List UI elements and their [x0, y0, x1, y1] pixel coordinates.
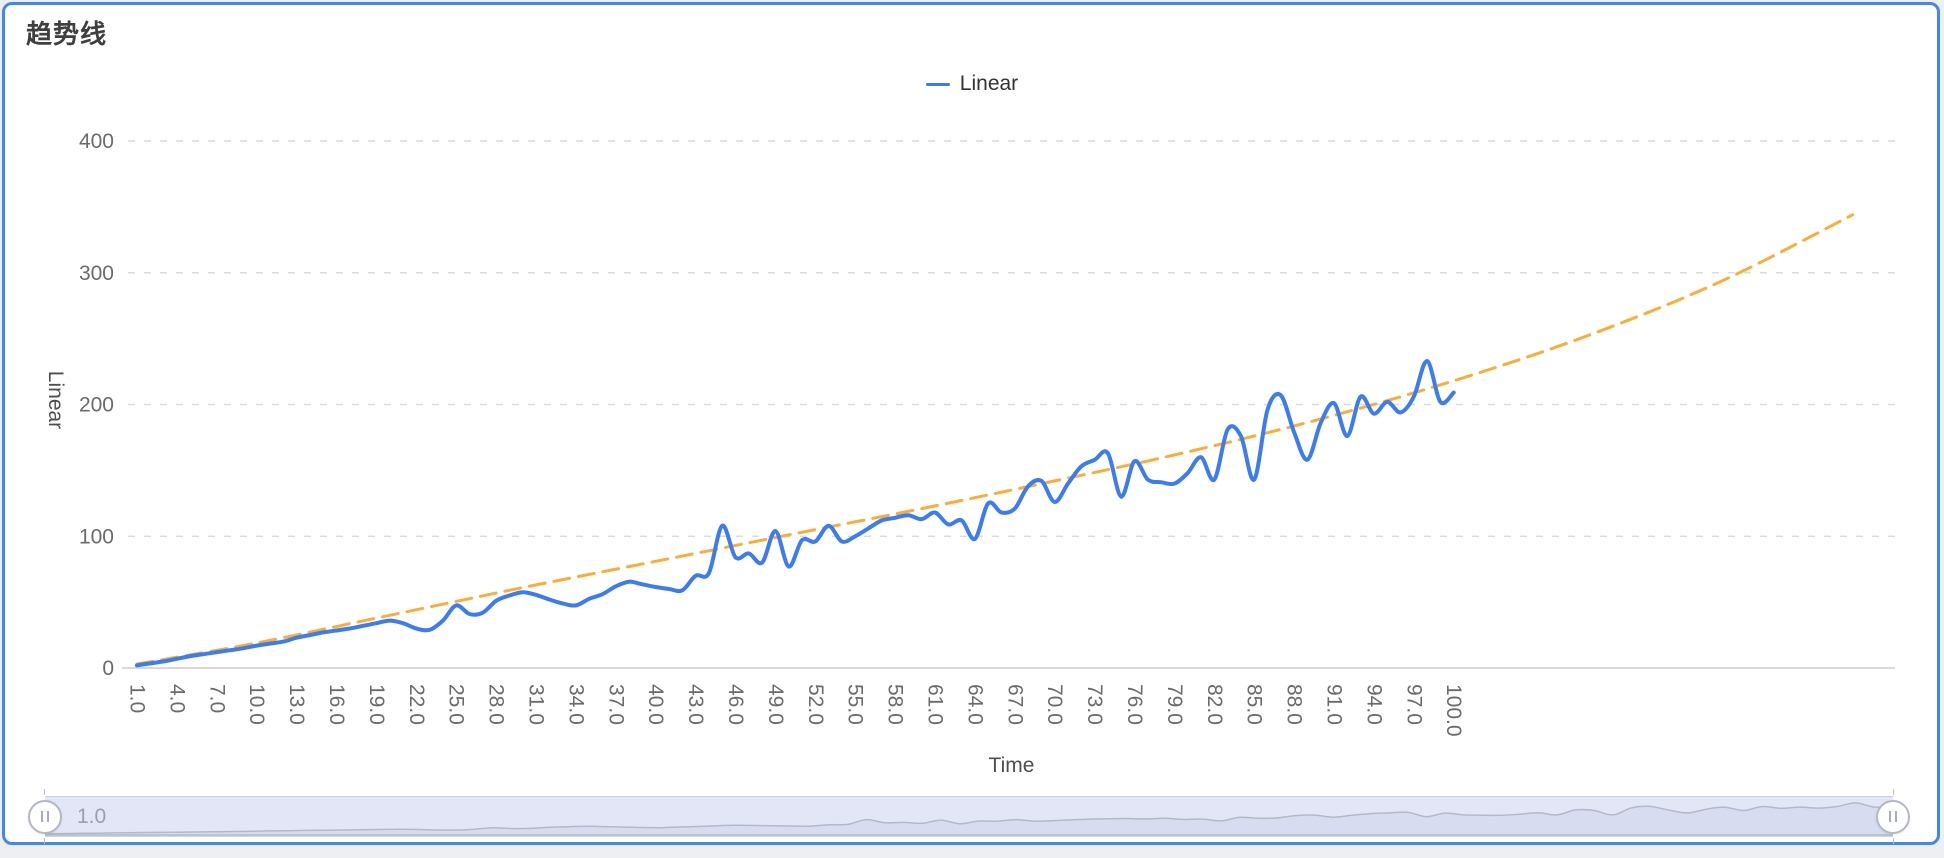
handle-grip-icon — [1889, 811, 1891, 822]
page-title: 趋势线 — [26, 19, 108, 49]
chart-card — [2, 2, 1940, 845]
datazoom-right-tick — [1893, 789, 1894, 795]
legend-line-icon — [925, 82, 950, 86]
legend-item-label: Linear — [959, 72, 1019, 95]
datazoom-right-tick-bottom — [1893, 838, 1894, 844]
datazoom-shadow-line — [45, 802, 1893, 836]
datazoom-right-handle[interactable] — [1876, 799, 1910, 834]
datazoom-left-tick-bottom — [44, 838, 45, 844]
x-axis-name: Time — [988, 754, 1035, 777]
datazoom-data-preview — [45, 802, 1893, 836]
y-axis-name: Linear — [44, 370, 67, 430]
datazoom-track[interactable]: 1.0 — [28, 789, 1910, 844]
datazoom-left-tick — [44, 789, 45, 795]
datazoom-left-handle[interactable] — [28, 799, 62, 834]
legend: Linear — [0, 72, 1944, 96]
handle-grip-icon — [41, 811, 43, 822]
handle-grip-icon — [1895, 811, 1897, 822]
handle-grip-icon — [47, 811, 49, 822]
datazoom-start-label: 1.0 — [77, 804, 107, 828]
legend-item-linear[interactable]: Linear — [925, 72, 1019, 96]
